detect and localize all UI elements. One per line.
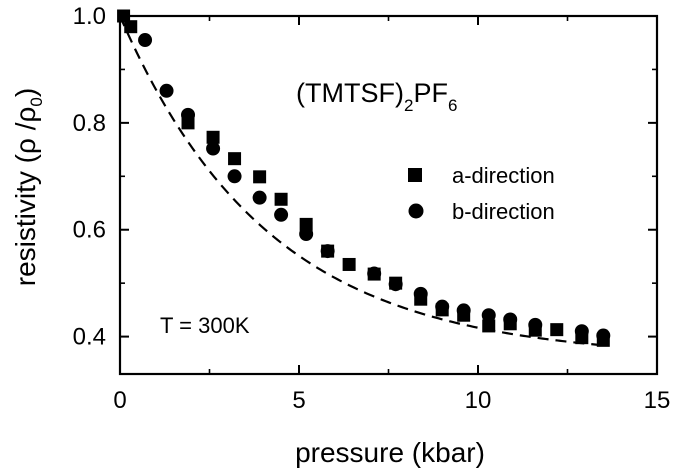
y-tick-label: 0.6 <box>73 217 106 244</box>
x-tick-label: 10 <box>465 387 492 414</box>
data-point-a-direction <box>117 9 131 23</box>
data-point-b-direction <box>206 141 221 156</box>
data-point-b-direction <box>596 328 611 343</box>
data-point-b-direction <box>388 277 403 292</box>
data-point-a-direction <box>274 192 288 206</box>
legend-marker-a-direction <box>408 168 422 182</box>
legend-label-b-direction: b-direction <box>452 199 555 224</box>
temperature-annotation: T = 300K <box>160 313 250 338</box>
x-axis-title: pressure (kbar) <box>295 437 485 468</box>
data-point-b-direction <box>159 83 174 98</box>
data-point-b-direction <box>227 169 242 184</box>
data-point-b-direction <box>574 324 589 339</box>
data-point-a-direction <box>228 152 242 166</box>
data-point-a-direction <box>206 130 220 144</box>
data-point-b-direction <box>481 308 496 323</box>
data-point-a-direction <box>253 170 267 184</box>
data-point-b-direction <box>320 244 335 259</box>
data-point-b-direction <box>456 303 471 318</box>
fit-curve-line <box>118 15 604 347</box>
data-point-a-direction <box>550 323 564 337</box>
y-tick-label: 0.8 <box>73 110 106 137</box>
compound-label: (TMTSF)2PF6 <box>296 78 457 115</box>
data-point-b-direction <box>252 190 267 205</box>
x-tick-label: 5 <box>292 387 305 414</box>
data-point-a-direction <box>299 217 313 231</box>
fit-curve-group <box>118 15 604 347</box>
axes-group: 0 5 10 15 0.4 0.6 0.8 1.0 <box>73 3 671 414</box>
data-point-b-direction <box>413 286 428 301</box>
data-point-b-direction <box>299 227 314 242</box>
legend-marker-b-direction <box>408 203 424 219</box>
x-tick-label: 15 <box>644 387 671 414</box>
x-tick-label: 0 <box>113 387 126 414</box>
legend: a-direction b-direction <box>408 163 555 224</box>
data-point-b-direction <box>528 317 543 332</box>
legend-label-a-direction: a-direction <box>452 163 555 188</box>
y-tick-label: 0.4 <box>73 324 106 351</box>
data-points-group <box>117 9 611 347</box>
data-point-b-direction <box>367 266 382 281</box>
data-point-b-direction <box>138 33 153 48</box>
y-axis-title: resistivity (ρ /ρ0) <box>10 88 46 286</box>
data-point-a-direction <box>342 257 356 271</box>
data-point-a-direction <box>124 20 138 34</box>
data-point-b-direction <box>503 312 518 327</box>
data-point-a-direction <box>482 319 496 333</box>
y-tick-label: 1.0 <box>73 3 106 30</box>
data-point-b-direction <box>435 299 450 314</box>
data-point-b-direction <box>181 107 196 122</box>
data-point-b-direction <box>274 207 289 222</box>
